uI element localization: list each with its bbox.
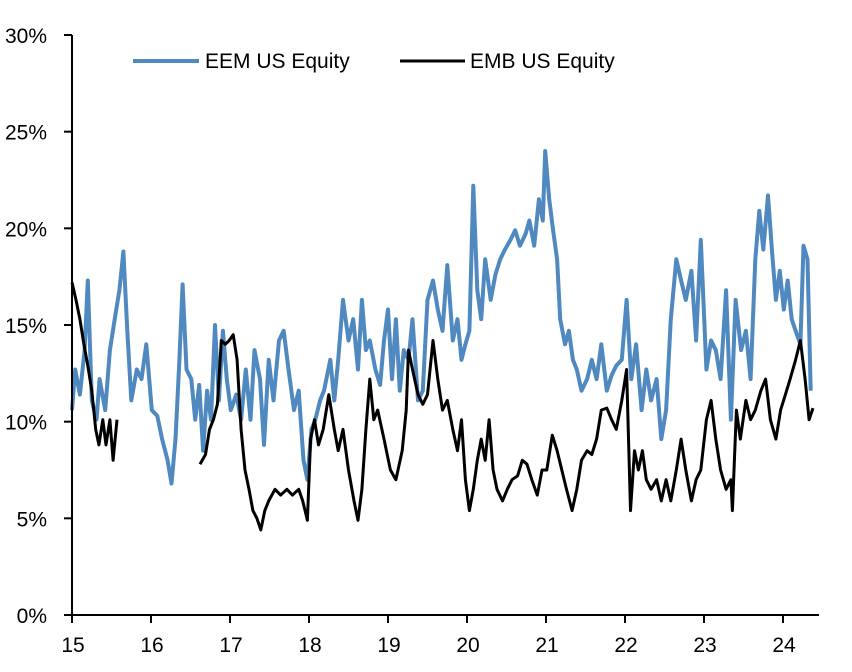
series-layer — [70, 149, 815, 532]
x-tick-label: 19 — [377, 634, 400, 657]
x-tick-label: 17 — [219, 634, 242, 657]
y-axis-ticks: 0% 5% 10% 15% 20% 25% 30% — [5, 25, 72, 628]
x-tick-label: 21 — [535, 634, 558, 657]
series-line-emb — [70, 282, 815, 532]
y-tick-label: 25% — [5, 122, 47, 145]
x-tick-label: 22 — [614, 634, 637, 657]
x-tick-label: 18 — [298, 634, 321, 657]
legend-item-eem: EEM US Equity — [133, 50, 350, 73]
y-tick-label: 30% — [5, 25, 47, 48]
y-tick-label: 20% — [5, 218, 47, 241]
x-axis-ticks: 15 16 17 18 19 20 21 22 23 24 — [61, 615, 796, 657]
legend: EEM US Equity EMB US Equity — [133, 50, 615, 73]
x-tick-label: 16 — [140, 634, 163, 657]
series-line-eem — [70, 149, 813, 486]
x-tick-label: 20 — [456, 634, 479, 657]
x-tick-label: 23 — [693, 634, 716, 657]
x-tick-label: 15 — [61, 634, 84, 657]
y-tick-label: 10% — [5, 412, 47, 435]
y-tick-label: 15% — [5, 315, 47, 338]
y-tick-label: 5% — [17, 508, 47, 531]
y-tick-label: 0% — [17, 605, 47, 628]
legend-label-emb: EMB US Equity — [470, 50, 615, 73]
legend-item-emb: EMB US Equity — [400, 50, 615, 73]
legend-label-eem: EEM US Equity — [205, 50, 350, 73]
x-tick-label: 24 — [772, 634, 796, 657]
